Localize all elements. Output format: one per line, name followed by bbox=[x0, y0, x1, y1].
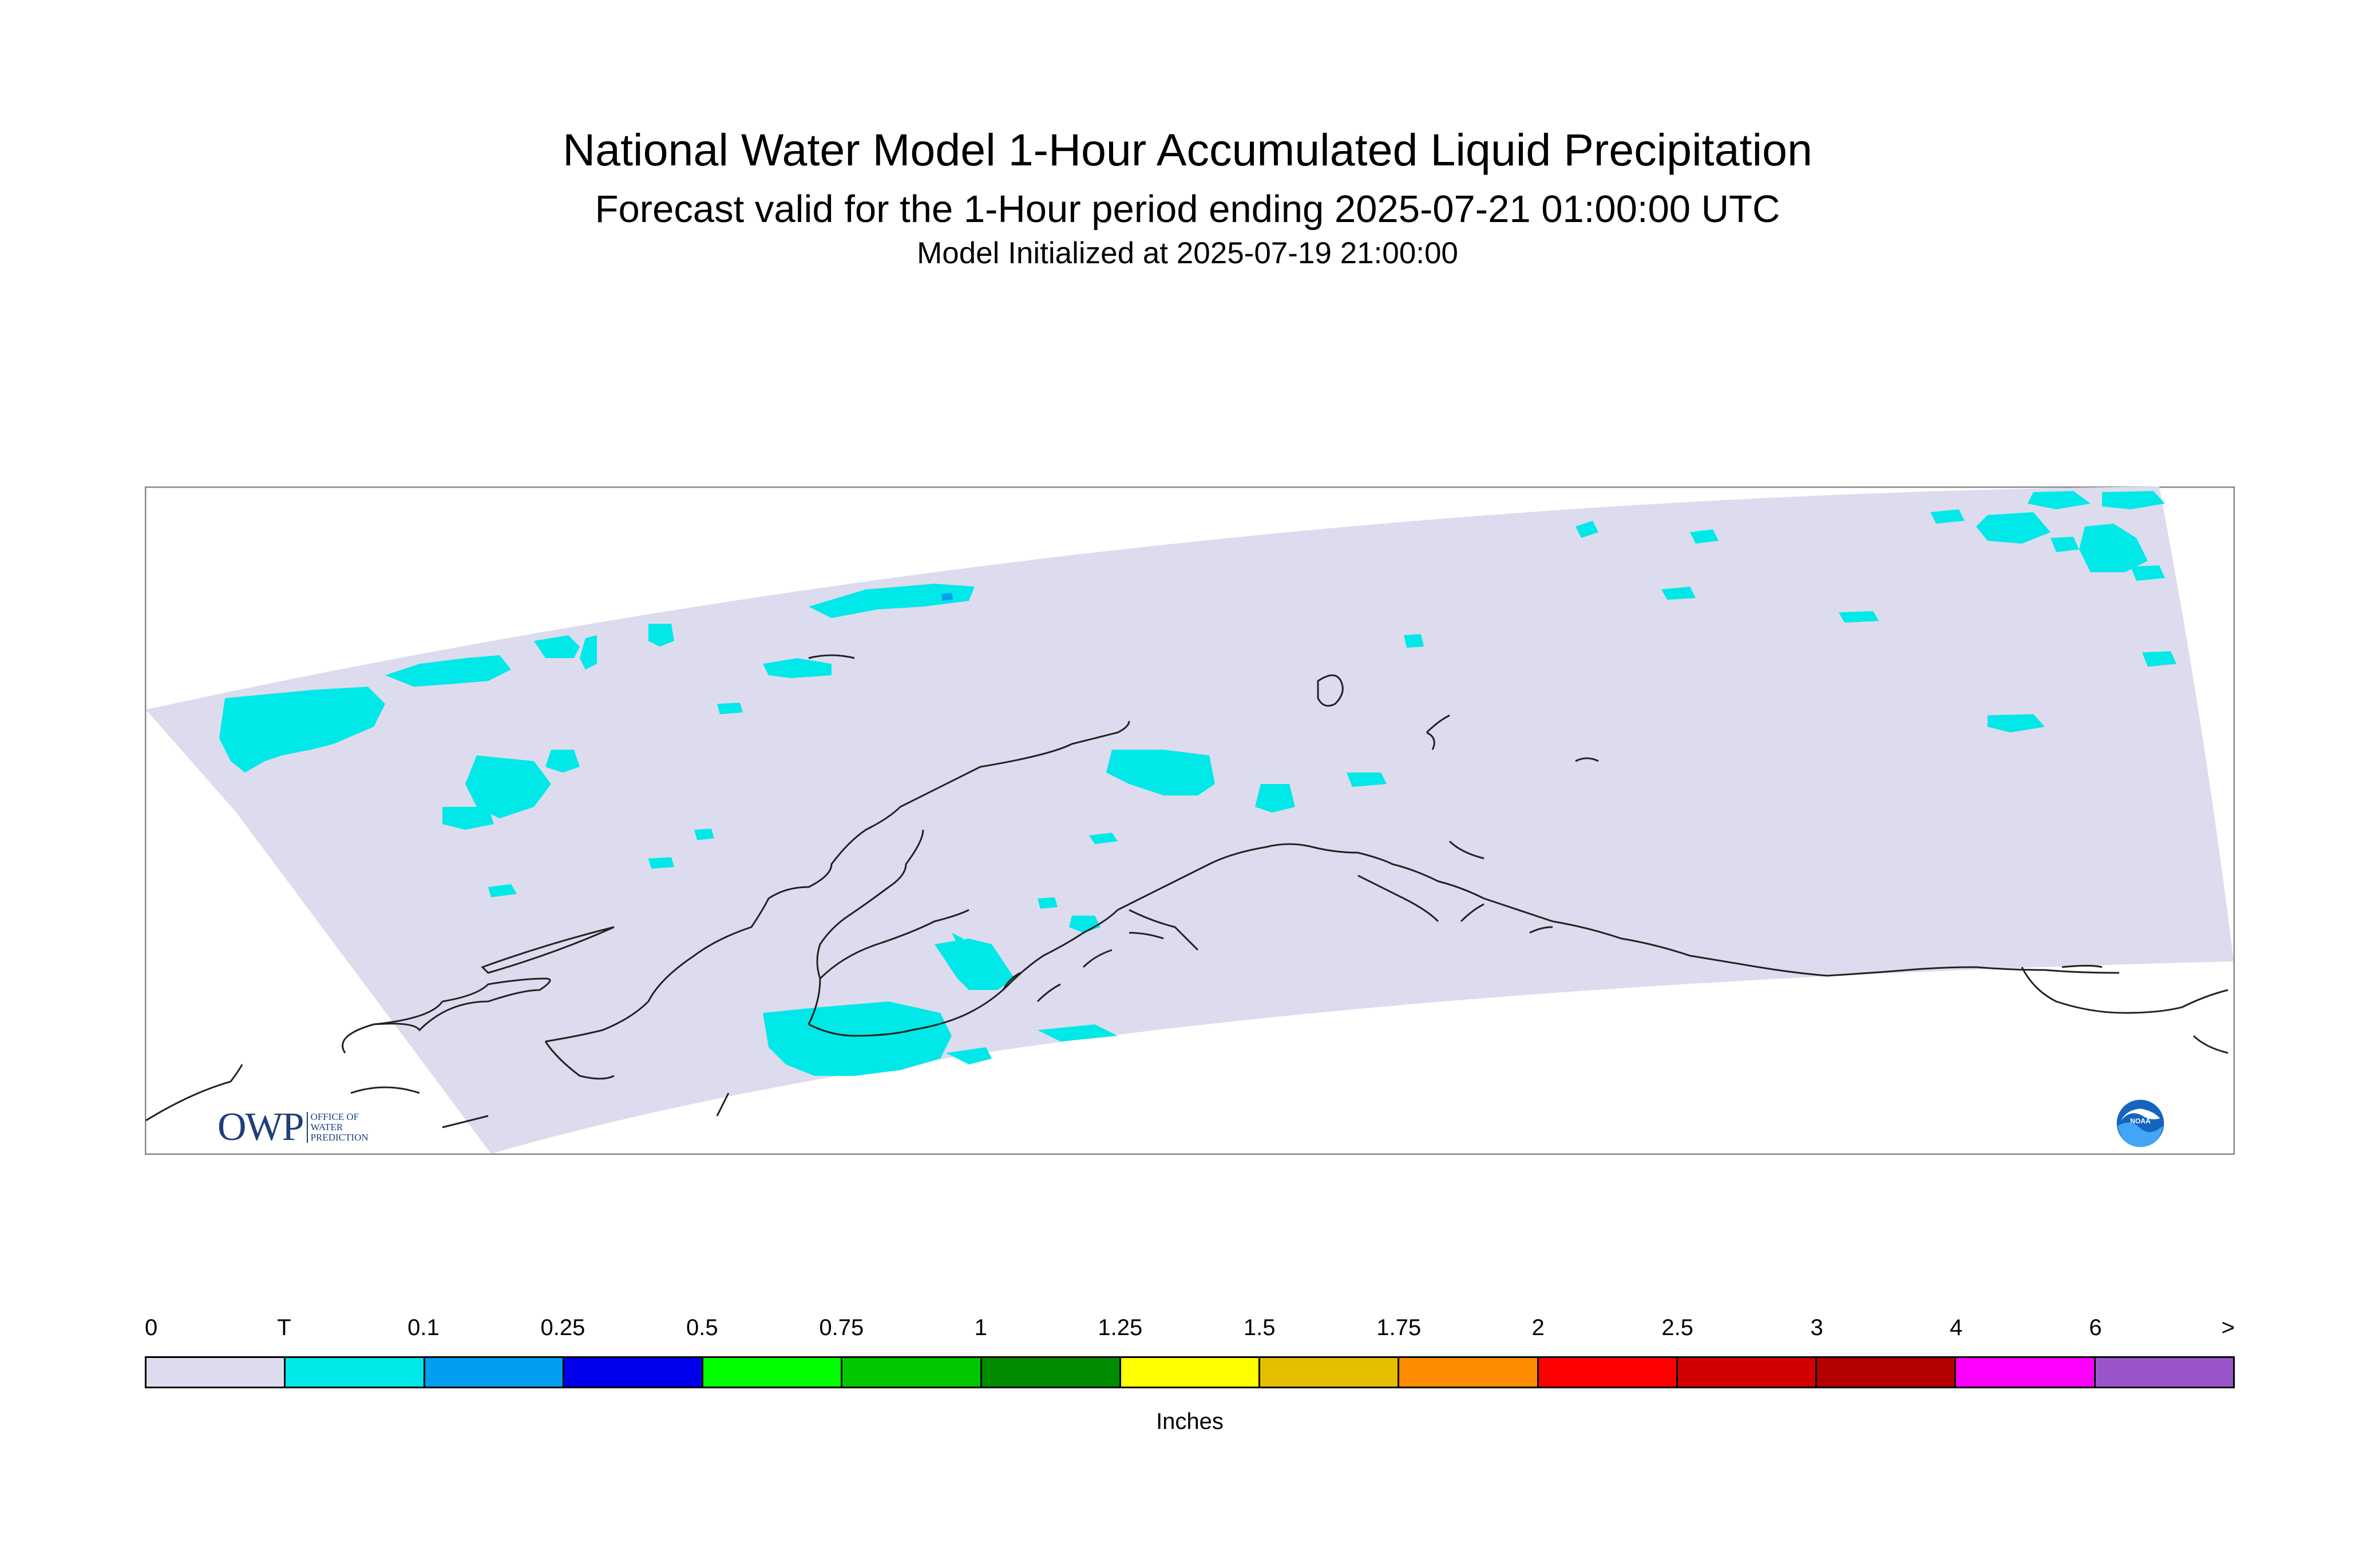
legend-color-bar bbox=[145, 1356, 2235, 1388]
legend-swatch bbox=[1121, 1358, 1261, 1387]
legend-swatch bbox=[1677, 1358, 1818, 1387]
precip-patch bbox=[763, 658, 832, 678]
legend-tick-label: 1.75 bbox=[1376, 1315, 1422, 1340]
precip-patch bbox=[2079, 524, 2148, 572]
precip-patch bbox=[1038, 897, 1058, 909]
precip-patch bbox=[1930, 509, 1965, 524]
legend-unit-label: Inches bbox=[1156, 1409, 1224, 1434]
legend-swatch bbox=[2095, 1358, 2233, 1387]
precip-patch bbox=[648, 857, 674, 869]
legend-tick-label: 6 bbox=[2089, 1315, 2102, 1340]
legend-swatch bbox=[1260, 1358, 1400, 1387]
precip-patch bbox=[465, 755, 551, 818]
precip-patch bbox=[385, 655, 511, 687]
precip-patch bbox=[2142, 651, 2176, 667]
precip-patch bbox=[1347, 773, 1387, 787]
trace-precip-areas bbox=[219, 491, 2176, 1076]
precip-patch bbox=[1255, 784, 1295, 813]
precip-patch bbox=[1576, 521, 1598, 538]
precip-patch bbox=[941, 593, 953, 601]
precip-patch bbox=[534, 635, 580, 658]
precip-patch bbox=[488, 884, 517, 897]
precip-patch bbox=[2051, 537, 2079, 552]
precip-patch bbox=[809, 584, 975, 618]
owp-logo: OWP OFFICE OF WATER PREDICTION bbox=[217, 1105, 369, 1149]
precip-patch bbox=[2028, 491, 2091, 509]
precip-patch bbox=[1690, 529, 1719, 544]
precip-patch bbox=[580, 635, 597, 670]
precip-patch bbox=[2102, 491, 2165, 509]
legend-tick-label: 1.25 bbox=[1098, 1315, 1143, 1340]
owp-logo-subtitle: OFFICE OF WATER PREDICTION bbox=[306, 1111, 369, 1143]
precip-patch bbox=[1038, 1024, 1118, 1042]
precip-patch bbox=[717, 703, 743, 714]
map-subtitle: Forecast valid for the 1-Hour period end… bbox=[595, 188, 1780, 231]
precip-patch bbox=[219, 687, 385, 773]
legend-swatch bbox=[981, 1358, 1121, 1387]
legend-tick-label: 4 bbox=[1949, 1315, 1963, 1340]
legend-swatch bbox=[1538, 1358, 1678, 1387]
precip-patch bbox=[1839, 611, 1879, 623]
map-title: National Water Model 1-Hour Accumulated … bbox=[563, 124, 1812, 175]
legend-swatch bbox=[842, 1358, 982, 1387]
color-legend: 0 T 0.1 0.25 0.5 0.75 1 1.25 1.5 1.75 2 2.5 3 4 6 > Inc… bbox=[145, 1316, 2235, 1442]
precip-patch bbox=[935, 939, 1015, 990]
map-panel: OWP OFFICE OF WATER PREDICTION NOAA bbox=[145, 486, 2235, 1155]
legend-tick-label: > bbox=[2221, 1315, 2235, 1340]
legend-tick-label: 0 bbox=[145, 1315, 158, 1340]
legend-tick-label: 0.75 bbox=[819, 1315, 864, 1340]
precip-patch bbox=[545, 750, 580, 773]
precip-patch bbox=[2131, 565, 2165, 581]
owp-logo-wordmark: OWP bbox=[217, 1105, 304, 1149]
owp-logo-line: PREDICTION bbox=[310, 1131, 369, 1143]
legend-tick-label: 0.1 bbox=[407, 1315, 440, 1340]
owp-logo-line: OFFICE OF bbox=[310, 1111, 359, 1123]
model-init-line: Model Initialized at 2025-07-19 21:00:00 bbox=[917, 236, 1458, 270]
legend-tick-label: T bbox=[277, 1315, 291, 1340]
precip-patch bbox=[648, 624, 674, 647]
precip-patch bbox=[946, 1047, 992, 1064]
precip-patch bbox=[1404, 634, 1424, 648]
legend-tick-label: 2 bbox=[1531, 1315, 1545, 1340]
light-precip-areas bbox=[941, 593, 953, 601]
legend-tick-label: 3 bbox=[1810, 1315, 1823, 1340]
noaa-logo-text: NOAA bbox=[2130, 1117, 2151, 1125]
legend-tick-label: 0.5 bbox=[686, 1315, 718, 1340]
legend-tick-label: 0.25 bbox=[540, 1315, 585, 1340]
legend-tick-label: 1 bbox=[974, 1315, 987, 1340]
legend-tick-label: 2.5 bbox=[1661, 1315, 1693, 1340]
legend-swatch bbox=[1956, 1358, 2096, 1387]
precip-patch bbox=[1988, 714, 2045, 732]
coastline bbox=[145, 654, 2228, 1129]
legend-swatch bbox=[1817, 1358, 1957, 1387]
legend-swatch bbox=[147, 1358, 286, 1387]
legend-swatch bbox=[286, 1358, 425, 1387]
owp-logo-line: WATER bbox=[310, 1122, 343, 1133]
legend-tick-labels: 0 T 0.1 0.25 0.5 0.75 1 1.25 1.5 1.75 2 2.5 3 4 6 > bbox=[145, 1316, 2235, 1351]
legend-swatch bbox=[425, 1358, 564, 1387]
precip-patch bbox=[1089, 833, 1118, 844]
legend-swatch bbox=[1399, 1358, 1539, 1387]
model-domain bbox=[146, 486, 2234, 1154]
precip-patch bbox=[952, 933, 963, 944]
precip-patch bbox=[694, 829, 714, 840]
precipitation-map bbox=[145, 486, 2235, 1155]
precip-patch bbox=[1106, 750, 1215, 795]
noaa-logo: NOAA bbox=[2116, 1099, 2164, 1147]
precip-patch bbox=[1661, 587, 1696, 600]
precip-patch bbox=[1976, 512, 2051, 544]
legend-tick-label: 1.5 bbox=[1243, 1315, 1276, 1340]
legend-swatch bbox=[564, 1358, 704, 1387]
precip-patch bbox=[442, 807, 494, 830]
legend-swatch bbox=[703, 1358, 843, 1387]
